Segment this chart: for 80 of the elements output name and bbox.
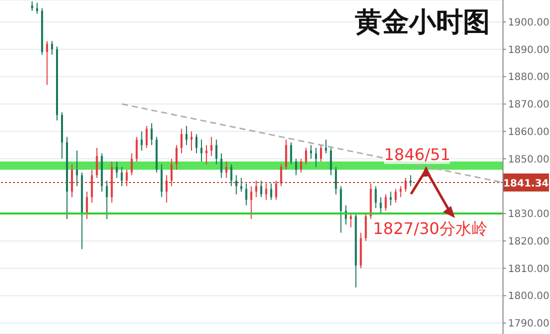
candlestick xyxy=(146,125,148,148)
y-tick-label: 1820.00 xyxy=(508,236,550,248)
y-tick-label: 1810.00 xyxy=(508,264,550,275)
chart-title: 黄金小时图 xyxy=(355,6,490,40)
candlestick xyxy=(215,139,218,165)
candlestick xyxy=(240,177,242,192)
candlestick xyxy=(394,188,397,204)
candlestick xyxy=(96,147,98,178)
candlestick xyxy=(140,130,143,152)
candlestick xyxy=(384,194,387,212)
candlestick xyxy=(280,164,282,187)
y-tick-label: 1800.00 xyxy=(508,291,550,302)
candlestick xyxy=(195,134,198,154)
candlestick xyxy=(230,164,232,187)
candlestick xyxy=(170,158,173,187)
candlestick xyxy=(160,164,163,198)
candlestick xyxy=(410,174,412,187)
y-tick-label: 1870.00 xyxy=(508,100,550,111)
y-tick-label: 1880.00 xyxy=(508,72,550,84)
candlestick xyxy=(31,0,34,12)
candlestick xyxy=(290,142,292,165)
candlestick xyxy=(150,122,153,146)
y-tick-label: 1790.00 xyxy=(508,318,550,330)
candlestick xyxy=(106,180,108,220)
ref-line-label: 1841.34 xyxy=(503,178,549,190)
candlestick xyxy=(350,213,352,228)
candlestick xyxy=(310,144,312,160)
candlestick xyxy=(295,158,298,176)
candlestick xyxy=(245,182,248,206)
candlestick xyxy=(126,169,128,187)
candlestick xyxy=(46,40,48,86)
candlestick xyxy=(120,166,123,187)
candlestick xyxy=(265,182,268,200)
candlestick xyxy=(190,130,192,152)
candlestick xyxy=(136,136,138,162)
candlestick xyxy=(320,144,322,162)
candlestick xyxy=(210,136,212,157)
candlestick xyxy=(300,158,302,173)
candlestick xyxy=(275,180,278,200)
candlestick xyxy=(220,152,222,178)
candlestick xyxy=(340,186,342,234)
candlestick xyxy=(205,144,208,165)
candlestick xyxy=(225,161,228,178)
candlestick xyxy=(235,174,238,195)
candlestick xyxy=(380,196,382,214)
annotation: 1846/51 xyxy=(384,145,450,164)
candlestick xyxy=(180,128,183,154)
candlestick xyxy=(404,177,407,192)
candlestick xyxy=(130,152,133,176)
candlestick xyxy=(116,161,118,178)
candlestick xyxy=(270,182,272,200)
candlestick xyxy=(374,186,377,209)
candlestick xyxy=(90,169,93,204)
candlestick xyxy=(260,180,262,198)
candlestick xyxy=(364,213,367,242)
candlestick xyxy=(36,2,38,14)
candlestick xyxy=(76,150,78,187)
candlestick xyxy=(255,180,258,198)
y-tick-label: 1850.00 xyxy=(508,154,550,166)
candlestick xyxy=(330,147,332,176)
candlestick xyxy=(305,147,308,165)
candlestick xyxy=(186,125,188,146)
y-tick-label: 1830.00 xyxy=(508,209,550,220)
candlestick xyxy=(86,191,88,220)
annotation: 1827/30分水岭 xyxy=(373,219,488,240)
candlestick xyxy=(250,186,252,220)
y-tick-label: 1900.00 xyxy=(508,17,550,28)
candlestick xyxy=(285,139,288,170)
candlestick xyxy=(390,191,392,206)
candlestick xyxy=(315,147,317,168)
candlestick xyxy=(70,164,73,198)
candlestick xyxy=(334,166,337,195)
candlestick xyxy=(51,40,54,56)
candlestick xyxy=(200,139,202,162)
y-tick-label: 1890.00 xyxy=(508,44,550,56)
y-tick-label: 1860.00 xyxy=(508,126,550,138)
candlestick xyxy=(324,139,327,154)
candlestick xyxy=(400,186,402,198)
candlestick xyxy=(176,144,178,170)
candlestick xyxy=(166,174,168,204)
